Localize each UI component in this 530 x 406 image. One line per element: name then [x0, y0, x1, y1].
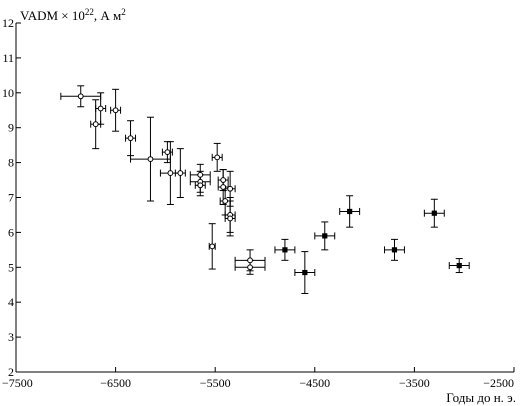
x-tick-label: −4500: [299, 376, 330, 390]
y-tick-label: 10: [2, 86, 14, 100]
y-tick-label: 5: [8, 260, 14, 274]
y-tick-label: 7: [8, 191, 14, 205]
data-point-open-circle: [127, 135, 134, 142]
chart-axes: [15, 23, 514, 373]
data-point-filled-square: [456, 262, 462, 269]
data-point-filled-square: [391, 247, 398, 253]
y-tick-label: 11: [2, 51, 14, 65]
data-point-open-circle: [227, 185, 234, 192]
y-axis-label-text: VADM × 10: [20, 8, 85, 23]
data-point-open-circle: [92, 121, 99, 128]
data-point-open-circle: [227, 215, 234, 222]
x-tick-label: −3500: [399, 376, 430, 390]
y-tick-label: 3: [8, 330, 14, 344]
y-axis-label: VADM × 1022, А м2: [20, 7, 126, 23]
data-point-open-circle: [112, 107, 119, 114]
data-point-open-circle: [77, 93, 84, 100]
data-point-open-circle: [164, 149, 171, 156]
data-point-open-circle: [247, 257, 253, 264]
x-axis-label: Годы до н. э.: [446, 390, 516, 405]
y-tick-label: 2: [8, 365, 14, 379]
data-point-filled-square: [282, 247, 288, 253]
data-point-filled-square: [431, 210, 437, 216]
data-point-open-circle: [147, 156, 154, 163]
x-tick-label: −7500: [2, 376, 33, 390]
data-point-open-circle: [177, 170, 184, 176]
y-axis-label-unit-exponent: 2: [121, 7, 126, 17]
data-point-open-circle: [220, 184, 227, 190]
data-point-open-circle: [167, 170, 174, 176]
x-tick-label: −6500: [100, 376, 131, 390]
x-tick-label: −2500: [483, 376, 514, 390]
y-tick-label: 6: [8, 225, 14, 239]
y-tick-label: 9: [8, 121, 14, 135]
chart-markers: [77, 93, 462, 276]
data-point-filled-square: [302, 269, 308, 276]
y-tick-label: 8: [8, 156, 14, 170]
data-point-open-circle: [222, 198, 229, 204]
data-point-filled-square: [347, 208, 353, 215]
y-axis-label-exponent: 22: [85, 7, 94, 17]
data-point-open-circle: [197, 182, 204, 189]
data-point-open-circle: [220, 177, 227, 183]
y-axis-label-unit: , А м: [94, 8, 121, 23]
x-tick-label: −5500: [200, 376, 231, 390]
y-tick-label: 4: [8, 295, 14, 309]
data-point-filled-square: [322, 233, 328, 239]
data-point-open-circle: [247, 264, 253, 271]
data-point-open-circle: [97, 105, 104, 112]
y-tick-label: 12: [2, 16, 14, 30]
data-point-open-circle: [197, 171, 204, 178]
chart-ticks: 2 3 4 5 6 7 8 9 10 11 12 −7500 −6500 −5500 −4500 −3500 −…: [2, 16, 515, 390]
data-point-open-circle: [209, 243, 216, 250]
chart-errorbars: [60, 85, 470, 294]
data-point-open-circle: [214, 154, 221, 161]
